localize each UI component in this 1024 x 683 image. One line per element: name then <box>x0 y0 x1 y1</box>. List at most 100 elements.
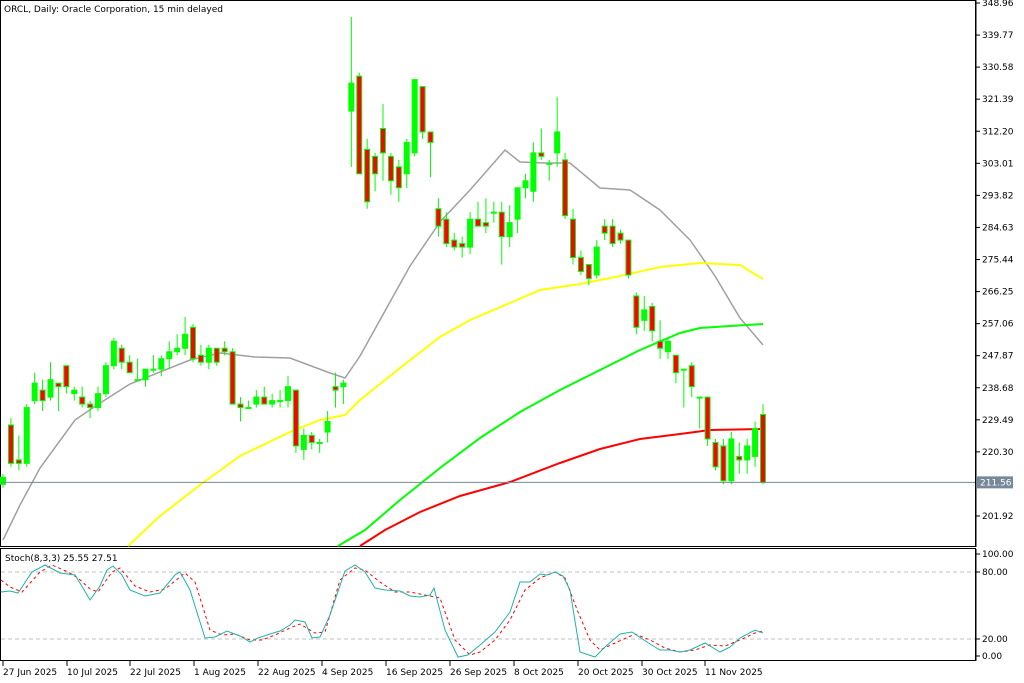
candle <box>158 355 165 377</box>
time-tick-label: 8 Oct 2025 <box>514 668 564 678</box>
candle <box>332 372 339 408</box>
candle <box>71 386 78 401</box>
candle <box>292 389 299 453</box>
candle <box>672 354 679 384</box>
price-tick-label: 284.63 <box>982 223 1014 233</box>
candle <box>482 198 489 234</box>
candle <box>23 404 30 467</box>
current-price-tag: 211.56 <box>977 476 1013 489</box>
candle <box>593 240 600 279</box>
candle <box>601 219 608 241</box>
stoch-signal-line <box>0 564 764 656</box>
candle <box>752 421 759 467</box>
svg-text:211.56: 211.56 <box>980 478 1012 488</box>
candle <box>696 396 703 429</box>
candle <box>411 79 418 157</box>
candle <box>680 368 687 408</box>
candle <box>443 212 450 248</box>
candle <box>625 239 632 279</box>
candle <box>356 72 363 175</box>
candle <box>728 431 735 485</box>
time-tick-label: 11 Nov 2025 <box>705 668 763 678</box>
candle <box>142 368 149 387</box>
time-tick-label: 10 Jul 2025 <box>67 668 118 678</box>
candle <box>197 344 204 366</box>
candle <box>126 355 133 374</box>
candle <box>451 233 458 251</box>
candle <box>174 334 181 356</box>
candle <box>245 400 252 410</box>
stoch-label: Stoch(8,3,3) 25.55 27.51 <box>5 554 118 564</box>
time-tick-label: 22 Jul 2025 <box>130 668 181 678</box>
candle <box>316 438 323 453</box>
candle <box>300 428 307 460</box>
candle <box>546 159 553 181</box>
candle <box>269 393 276 408</box>
price-tick-label: 220.30 <box>982 448 1014 458</box>
stoch-tick-label: 20.00 <box>982 635 1008 645</box>
price-tick-label: 312.20 <box>982 127 1014 137</box>
time-tick-label: 30 Oct 2025 <box>642 668 698 678</box>
candle <box>380 104 386 181</box>
stoch-main-line <box>0 564 764 658</box>
candle <box>760 404 766 485</box>
candle <box>190 323 196 363</box>
candle <box>277 390 284 408</box>
candle <box>419 86 426 139</box>
candle <box>530 142 537 202</box>
candle <box>261 386 268 405</box>
time-tick-label: 1 Aug 2025 <box>194 668 246 678</box>
price-tick-label: 257.06 <box>982 320 1014 330</box>
candle <box>704 396 711 446</box>
candle <box>577 250 584 275</box>
candle <box>324 411 331 443</box>
candle <box>688 362 695 398</box>
candle <box>395 159 402 202</box>
time-tick-label: 20 Oct 2025 <box>578 668 634 678</box>
candle <box>118 344 125 370</box>
candle <box>649 302 656 342</box>
candle <box>221 341 228 356</box>
price-tick-label: 238.68 <box>982 384 1014 394</box>
time-tick-label: 16 Sep 2025 <box>386 668 443 678</box>
time-tick-label: 4 Sep 2025 <box>322 668 373 678</box>
candle <box>237 397 244 422</box>
candle <box>617 229 624 244</box>
price-tick-label: 293.82 <box>982 191 1014 201</box>
candle <box>585 264 592 286</box>
candle <box>205 344 212 370</box>
candle <box>736 442 743 474</box>
price-tick-label: 348.96 <box>982 0 1014 9</box>
candle <box>554 97 561 167</box>
chart-title: ORCL, Daily: Oracle Corporation, 15 min … <box>4 5 223 15</box>
candle <box>102 362 109 398</box>
candle <box>475 201 481 227</box>
candle <box>665 337 671 359</box>
candle <box>150 355 157 373</box>
candle <box>712 438 719 471</box>
moving-averages <box>2 148 764 547</box>
price-tick-label: 247.87 <box>982 352 1014 362</box>
time-tick-label: 27 Jun 2025 <box>3 668 57 678</box>
candle <box>79 386 86 408</box>
candle <box>609 219 616 248</box>
price-tick-label: 201.92 <box>982 512 1014 522</box>
stoch-tick-label: 80.00 <box>982 568 1008 578</box>
candle <box>15 435 22 471</box>
candle <box>340 379 347 405</box>
price-tick-label: 275.44 <box>982 256 1014 266</box>
candle <box>720 438 727 485</box>
candle <box>308 431 315 450</box>
ma-red-line <box>359 428 764 547</box>
candle <box>166 341 173 370</box>
price-tick-label: 229.49 <box>982 416 1014 426</box>
stoch-panel-frame <box>0 548 976 661</box>
candle <box>372 152 379 192</box>
ma-green-line <box>337 323 764 547</box>
candle <box>744 438 751 474</box>
candle <box>459 236 466 258</box>
candle <box>435 198 442 237</box>
candle <box>47 362 54 401</box>
candle <box>562 152 569 220</box>
